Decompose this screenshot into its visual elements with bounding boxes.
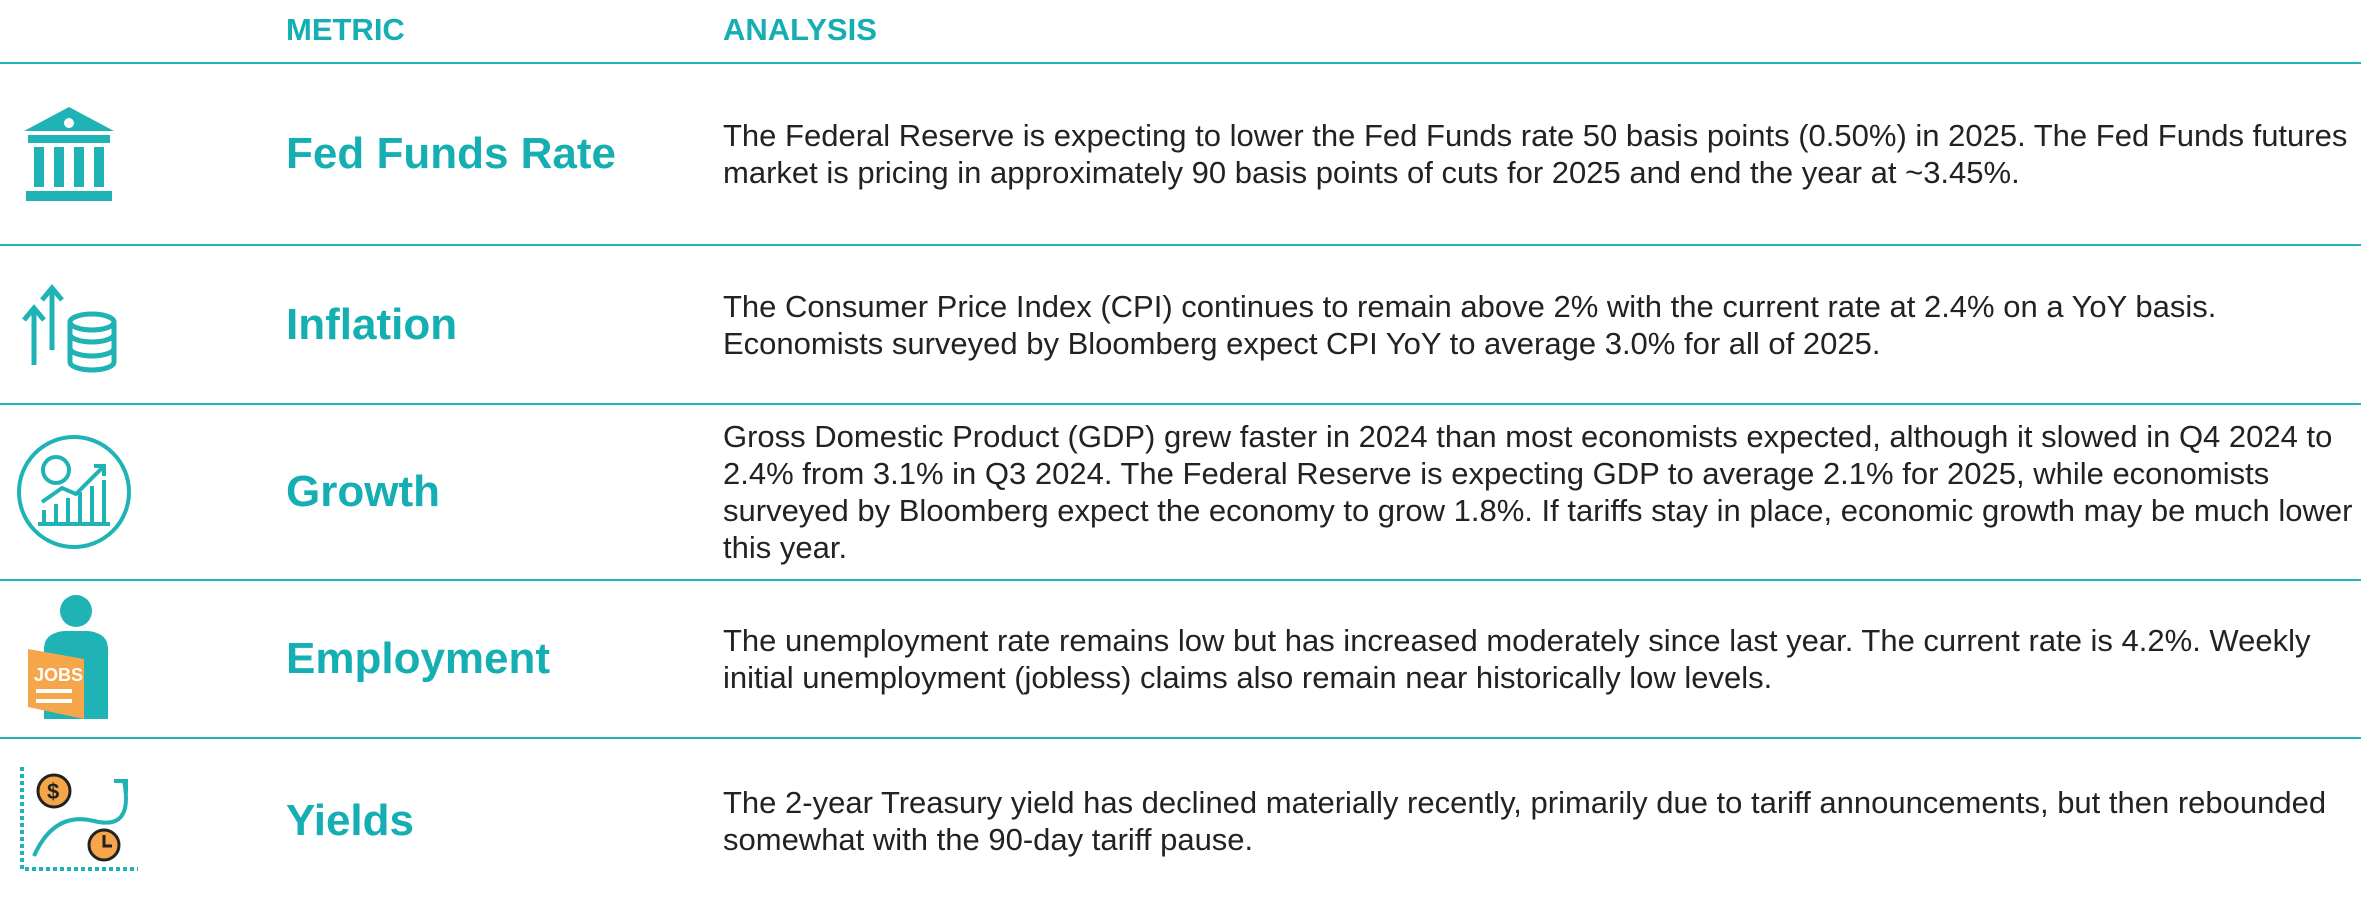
yields-icon: $ (20, 767, 138, 871)
svg-text:$: $ (47, 779, 59, 804)
metric-label: Inflation (286, 299, 458, 349)
analysis-text: The Consumer Price Index (CPI) continues… (723, 288, 2217, 361)
analysis-text: The unemployment rate remains low but ha… (723, 623, 2311, 695)
metric-label: Employment (286, 634, 551, 683)
analysis-text: The Federal Reserve is expecting to lowe… (723, 118, 2348, 190)
table-row: Inflation The Consumer Price Index (CPI)… (0, 246, 2361, 405)
table-row: Fed Funds Rate The Federal Reserve is ex… (0, 64, 2361, 246)
metric-label: Growth (286, 467, 440, 516)
bank-icon (24, 107, 114, 201)
analysis-text: The 2-year Treasury yield has declined m… (723, 785, 2327, 857)
growth-icon (17, 435, 131, 549)
metric-label: Fed Funds Rate (286, 129, 617, 178)
header-metric: METRIC (286, 12, 405, 47)
employment-icon: JOBS (28, 595, 108, 719)
header-analysis: ANALYSIS (723, 12, 877, 47)
table-header: METRIC ANALYSIS (0, 0, 2361, 64)
analysis-text: Gross Domestic Product (GDP) grew faster… (723, 419, 2353, 565)
metric-label: Yields (286, 796, 414, 845)
table-row: JOBS Employment The unemployment rate re… (0, 581, 2361, 739)
table-row: $ Yields The 2-year Treasury yield has d… (0, 739, 2361, 903)
inflation-icon (22, 283, 117, 372)
svg-text:JOBS: JOBS (34, 665, 83, 685)
table-row: Growth Gross Domestic Product (GDP) grew… (0, 405, 2361, 581)
